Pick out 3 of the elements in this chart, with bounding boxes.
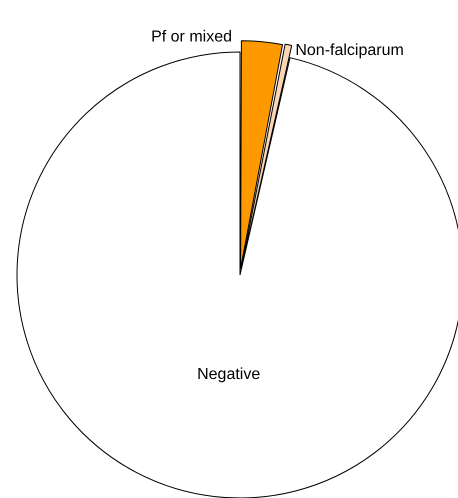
slice-label: Non-falciparum [295, 42, 404, 60]
slice-label: Pf or mixed [151, 28, 232, 46]
slice-label: Negative [197, 366, 260, 384]
